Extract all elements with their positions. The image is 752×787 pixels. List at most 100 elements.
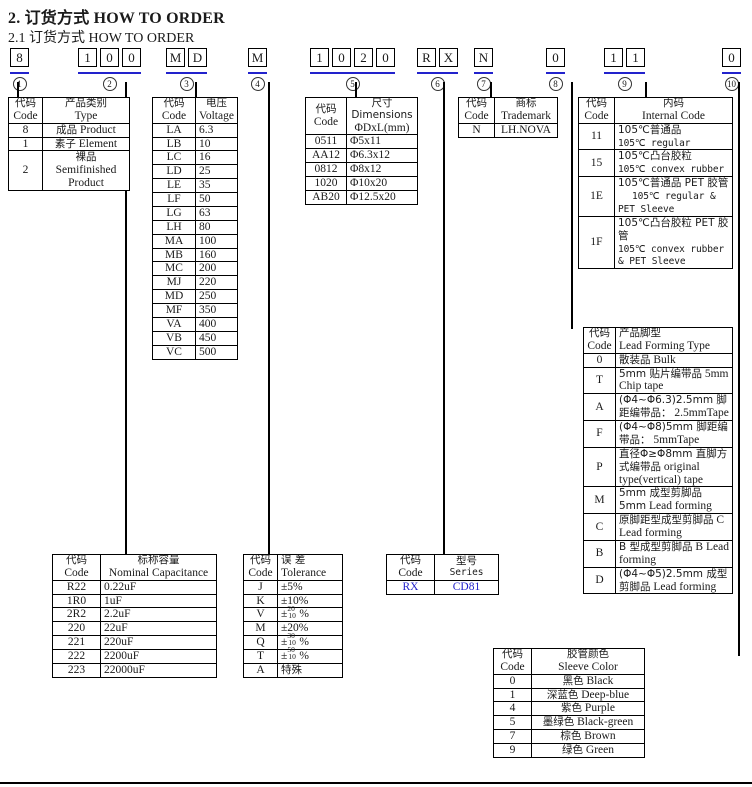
part-number-char[interactable]: R [417,48,436,67]
leader-line-8 [571,82,573,329]
cell-value: 散装品 Bulk [615,352,733,368]
table-row: 0511 Φ5x11 [305,134,418,150]
leader-line-10 [738,82,740,656]
part-number-char[interactable]: 0 [722,48,741,67]
leader-line-4 [268,82,270,554]
table-row: MF 350 [152,303,238,318]
cell-code: MJ [152,275,196,291]
table-row: 5 墨绿色 Black-green [493,715,645,731]
cell-value: 35 [195,178,238,193]
cell-value: 棕色 Brown [531,729,645,744]
part-number-char[interactable]: 0 [100,48,119,67]
cell-value: 22000uF [100,662,217,678]
cell-code: T [243,649,278,664]
cell-value: Φ5x11 [346,134,418,150]
cell-code: 4 [493,701,532,717]
col-header-dimensions: 尺寸 Dimensions ΦDxL(mm) [346,96,418,136]
table-row: N LH.NOVA [458,122,558,138]
leader-line-5 [355,82,357,97]
field-underline [248,72,267,74]
cell-code: R22 [52,579,101,595]
table-internal-code: 代码 Code 内码 Internal Code 11 105℃普通品 105℃ … [578,97,733,270]
cell-code: A [583,393,616,421]
col-header-code: 代码 Code [386,554,435,581]
cell-value: 220 [195,275,238,291]
table-row: 221 220uF [52,635,217,650]
part-number-char[interactable]: N [474,48,493,67]
leader-line-7 [490,82,492,97]
cell-value: (Φ4~Φ6.3)2.5mm 脚距编带品： 2.5mmTape [615,393,733,421]
table-row: M 5mm 成型剪脚品 5mm Lead forming [583,486,733,515]
table-row: 15 105℃凸台胶粒 105℃ convex rubber [578,149,733,178]
part-number-char[interactable]: 0 [376,48,395,67]
field-marker: 7 [476,77,491,91]
table-row: MC 200 [152,261,238,277]
cell-code: LA [152,122,196,138]
cell-value: (Φ4~Φ8)5mm 脚距编带品： 5mmTape [615,420,733,448]
part-number-char[interactable]: 8 [10,48,29,67]
cell-code: LF [152,192,196,207]
cell-value: 特殊 [277,662,343,678]
field-marker: 5 [345,77,360,91]
col-header-type: 产品类别 Type [42,97,130,124]
part-number-char[interactable]: M [166,48,185,67]
cell-value: ±10% [277,593,343,609]
cell-code: MC [152,261,196,277]
part-number-char[interactable]: X [439,48,458,67]
table-series: 代码 Code 型号 Series RX CD81 [386,554,499,595]
table-row: 8 成品 Product [8,122,130,138]
cell-value: 160 [195,247,238,263]
cell-code: 0 [583,352,616,368]
table-row: 222 2200uF [52,649,217,664]
table-row: AA12 Φ6.3x12 [305,148,418,164]
table-row: T ±50 10% [243,645,343,664]
cell-code: M [583,486,616,515]
cell-code: N [458,122,495,138]
table-row: C 原脚距型成型剪脚品 C Lead forming [583,513,733,541]
cell-code: K [243,593,278,609]
cell-code: T [583,366,616,395]
part-number-char[interactable]: 0 [122,48,141,67]
cell-value: (Φ4~Φ5)2.5mm 成型剪脚品 Lead forming [615,566,733,595]
cell-code: D [583,566,616,595]
part-number-char[interactable]: M [248,48,267,67]
part-number-char[interactable]: 1 [78,48,97,67]
leader-line-3 [195,82,197,97]
leader-line-2 [125,82,127,554]
part-number-char[interactable]: 2 [354,48,373,67]
part-number-char[interactable]: 1 [626,48,645,67]
cell-code: 0511 [305,134,347,150]
cell-code: LD [152,164,196,180]
field-underline [310,72,395,74]
cell-code: 222 [52,649,101,664]
table-row: VB 450 [152,330,238,346]
field-marker: 4 [250,77,265,91]
table-row: 0812 Φ8x12 [305,162,418,177]
part-number-char[interactable]: 1 [310,48,329,67]
table-row: T 5mm 贴片编带品 5mm Chip tape [583,366,733,395]
cell-value: 深蓝色 Deep-blue [531,687,645,703]
table-row: MA 100 [152,233,238,249]
col-header-code: 代码 Code [305,96,347,136]
cell-code: 223 [52,662,101,678]
col-header-sleeve-color: 胶管颜色 Sleeve Color [531,648,645,675]
field-underline [78,72,141,74]
cell-code: P [583,446,616,488]
part-number-char[interactable]: 0 [332,48,351,67]
table-voltage: 代码 Code 电压 Voltage LA 6.3 LB 10 LC 16 LD 25 LE 35… [152,97,238,360]
col-header-capacitance: 标称容量 Nominal Capacitance [100,554,217,581]
table-row: P 直径Φ≥Φ8mm 直脚方式编带品 original type(vertical… [583,446,733,488]
table-row: LF 50 [152,192,238,207]
table-row: 1 深蓝色 Deep-blue [493,687,645,703]
part-number-char[interactable]: 0 [546,48,565,67]
cell-value: 105℃凸台胶粒 PET 胶管 105℃ convex rubber & PET … [614,215,733,270]
cell-code: 2 [8,150,43,191]
part-number-char[interactable]: 1 [604,48,623,67]
cell-code: 0812 [305,162,347,177]
part-number-char[interactable]: D [188,48,207,67]
field-underline [474,72,493,74]
field-underline [546,72,565,74]
col-header-code: 代码 Code [578,97,615,124]
cell-code: 15 [578,149,615,178]
table-row: 2R2 2.2uF [52,607,217,623]
